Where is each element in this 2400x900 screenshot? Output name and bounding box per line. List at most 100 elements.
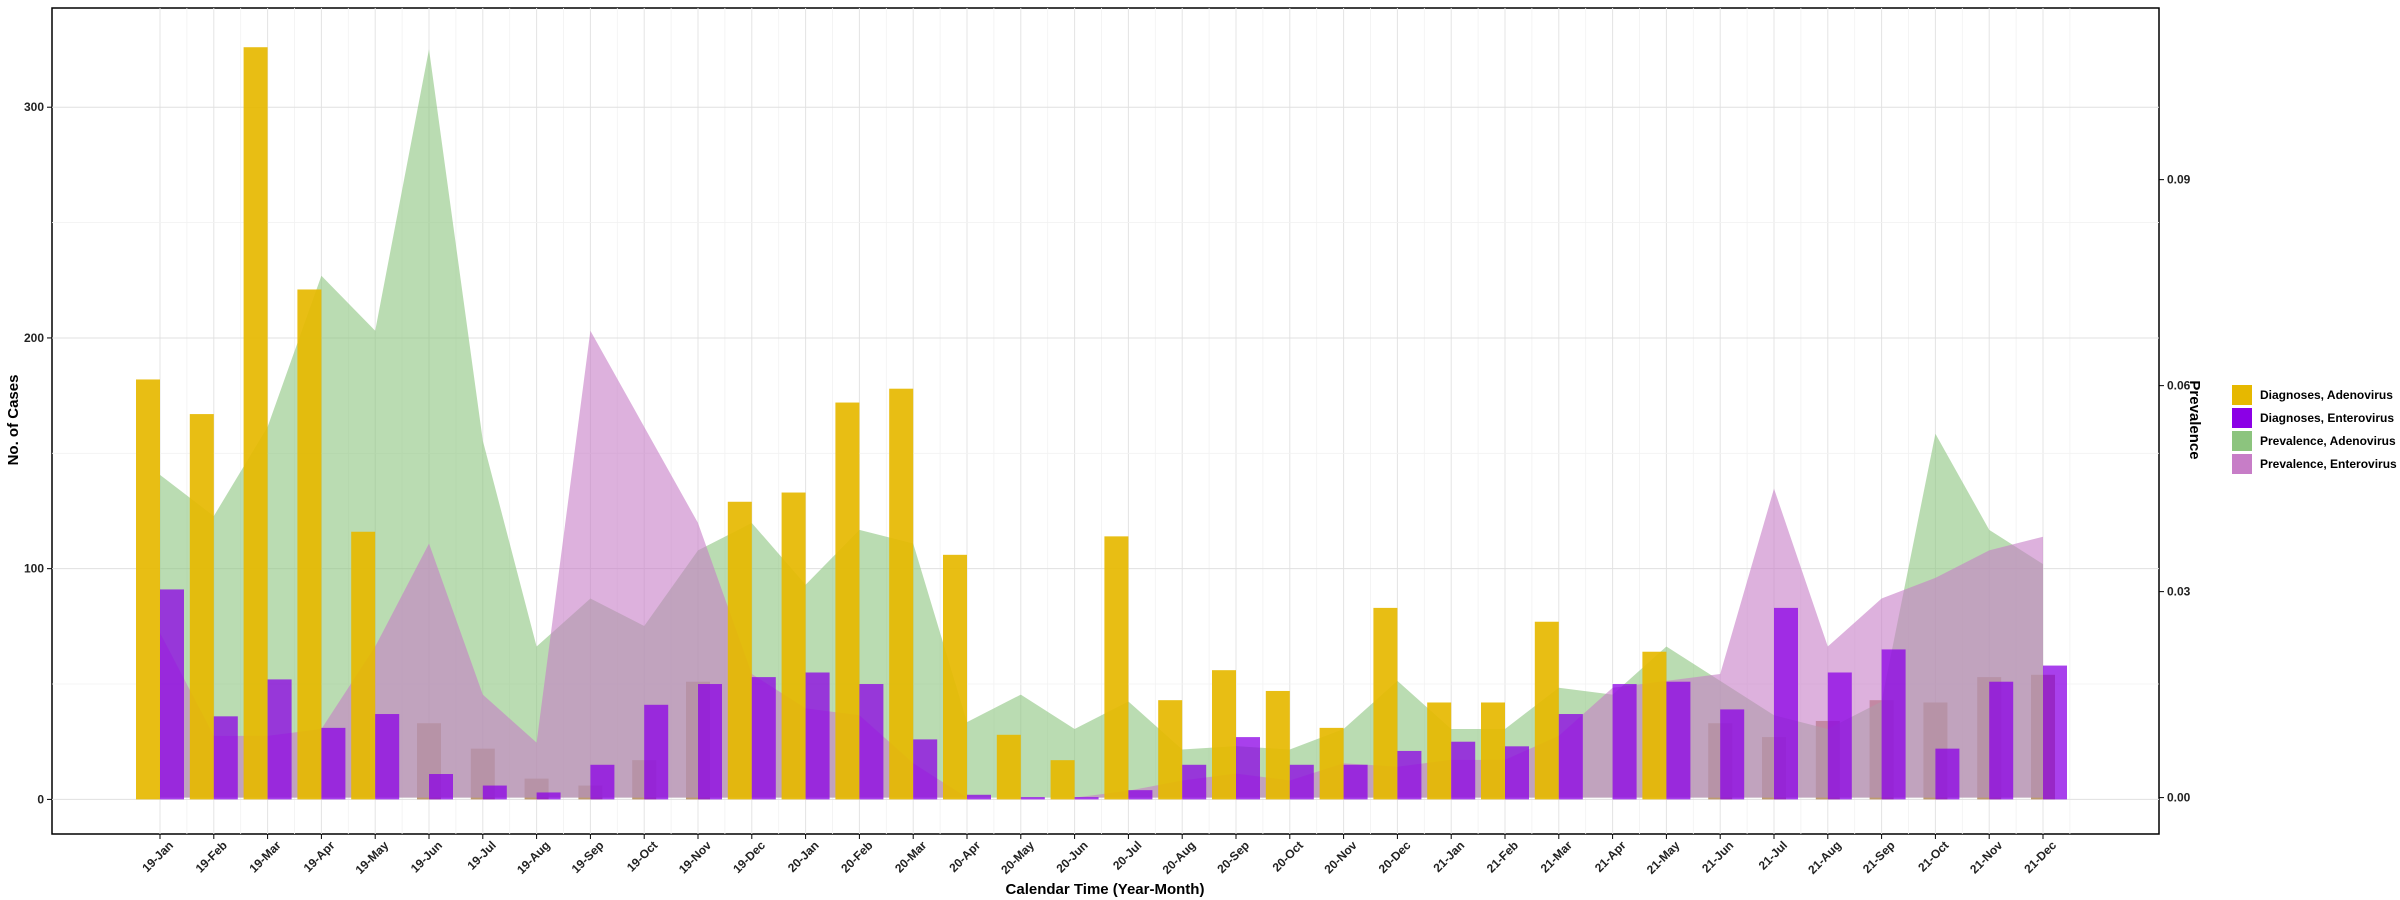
bar-adenovirus-20-Mar [889,388,914,800]
x-tick-label: 19-Nov [676,838,714,876]
bar-adenovirus-19-Dec [727,501,752,800]
bar-enterovirus-21-Aug [1827,672,1852,800]
bar-enterovirus-20-May [1020,797,1045,800]
legend-label: Prevalence, Enterovirus [2260,457,2397,471]
bar-adenovirus-20-Aug [1158,700,1183,800]
bar-enterovirus-19-Nov [698,684,722,800]
x-tick-label: 21-Jun [1699,838,1736,875]
x-tick-label: 21-Mar [1538,838,1575,875]
y-axis-title: No. of Cases [5,375,22,466]
legend-swatch [2232,431,2252,451]
x-tick-label: 20-Jan [785,838,822,875]
x-tick-label: 21-Aug [1805,838,1844,877]
bar-adenovirus-19-Jan [136,379,160,800]
x-tick-label: 20-Sep [1214,838,1252,876]
x-tick-label: 19-Jul [464,838,498,872]
x-tick-label: 20-Aug [1160,838,1199,877]
bar-enterovirus-20-Jun [1074,797,1099,800]
bar-enterovirus-20-Dec [1397,750,1422,800]
x-tick-label: 21-Jan [1431,838,1468,875]
bar-enterovirus-21-Jul [1774,607,1798,800]
bar-enterovirus-19-May [375,714,400,800]
legend-swatch [2232,454,2252,474]
bar-enterovirus-20-Apr [967,794,991,800]
bar-adenovirus-21-May [1642,651,1667,800]
x-tick-label: 21-Oct [1915,838,1951,874]
legend-label: Prevalence, Adenovirus [2260,434,2396,448]
bar-adenovirus-20-Nov [1319,727,1344,800]
bar-adenovirus-20-Apr [943,554,967,800]
bar-enterovirus-21-Dec [2043,665,2067,800]
bar-enterovirus-20-Aug [1182,764,1207,800]
y2-tick-label: 0.03 [2167,585,2191,599]
bar-enterovirus-20-Jul [1128,790,1153,800]
y2-axis-title: Prevalence [2186,380,2203,459]
x-tick-label: 21-Jul [1756,838,1790,872]
y-tick-label: 0 [37,792,44,806]
y2-tick-label: 0.06 [2167,379,2191,393]
bar-adenovirus-20-Jul [1104,536,1129,800]
x-tick-label: 20-Nov [1322,838,1360,876]
y2-tick-label: 0.09 [2167,173,2191,187]
bar-enterovirus-21-Jun [1720,709,1745,800]
bar-enterovirus-20-Sep [1236,737,1260,800]
legend-swatch [2232,385,2252,405]
legend-label: Diagnoses, Enterovirus [2260,411,2394,425]
bar-enterovirus-19-Aug [536,792,561,800]
bar-enterovirus-19-Feb [213,716,238,800]
bar-enterovirus-19-Apr [321,727,346,800]
x-tick-label: 20-Jun [1053,838,1090,875]
x-tick-label: 21-Dec [2021,838,2059,876]
bar-enterovirus-19-Jul [482,785,507,800]
x-tick-label: 19-Jan [139,838,176,875]
x-tick-label: 19-Mar [246,838,283,875]
bar-adenovirus-20-Sep [1212,670,1236,800]
bar-adenovirus-20-Jun [1050,760,1075,800]
bar-enterovirus-21-Jan [1451,741,1476,800]
bar-enterovirus-20-Jan [805,672,830,800]
y2-tick-label: 0.00 [2167,791,2191,805]
bar-adenovirus-21-Jan [1427,702,1452,800]
y-tick-label: 100 [24,562,44,576]
y-tick-label: 200 [24,331,44,345]
x-tick-label: 21-Feb [1484,838,1521,875]
bar-adenovirus-19-Feb [189,414,214,800]
x-tick-label: 20-Dec [1376,838,1414,876]
x-axis-title: Calendar Time (Year-Month) [1006,881,1205,898]
bar-adenovirus-19-Apr [297,289,322,800]
bar-adenovirus-20-Oct [1265,690,1290,800]
x-tick-label: 19-Aug [514,838,553,877]
bar-enterovirus-19-Jan [160,589,184,800]
y-tick-label: 300 [24,100,44,114]
bar-enterovirus-20-Feb [859,684,884,800]
legend-swatch [2232,408,2252,428]
x-tick-label: 19-Sep [569,838,607,876]
bar-enterovirus-21-Feb [1505,746,1529,800]
bar-enterovirus-21-Sep [1881,649,1906,800]
x-tick-label: 20-Mar [892,838,929,875]
x-tick-label: 19-May [353,838,392,877]
bar-adenovirus-19-Mar [243,47,268,800]
bar-adenovirus-19-May [351,531,376,800]
bar-adenovirus-20-Dec [1373,607,1398,800]
x-tick-label: 21-Nov [1967,838,2005,876]
x-tick-label: 20-Jul [1110,838,1144,872]
x-tick-label: 20-May [998,838,1037,877]
bar-enterovirus-21-Nov [1989,681,2014,800]
bar-enterovirus-20-Oct [1289,764,1314,800]
bar-enterovirus-19-Dec [751,677,776,800]
bar-enterovirus-21-Oct [1935,748,1960,800]
x-tick-label: 21-May [1644,838,1683,877]
bar-enterovirus-21-May [1666,681,1691,800]
x-tick-label: 19-Oct [624,838,660,874]
bar-adenovirus-21-Feb [1481,702,1505,800]
bar-adenovirus-21-Mar [1534,621,1559,800]
legend-label: Diagnoses, Adenovirus [2260,388,2393,402]
bar-enterovirus-19-Sep [590,764,615,800]
bar-enterovirus-19-Mar [267,679,292,800]
x-tick-label: 19-Jun [408,838,445,875]
x-tick-label: 20-Feb [838,838,875,875]
x-tick-label: 21-Apr [1592,838,1629,875]
legend: Diagnoses, Adenovirus Diagnoses, Enterovi… [2232,385,2397,474]
